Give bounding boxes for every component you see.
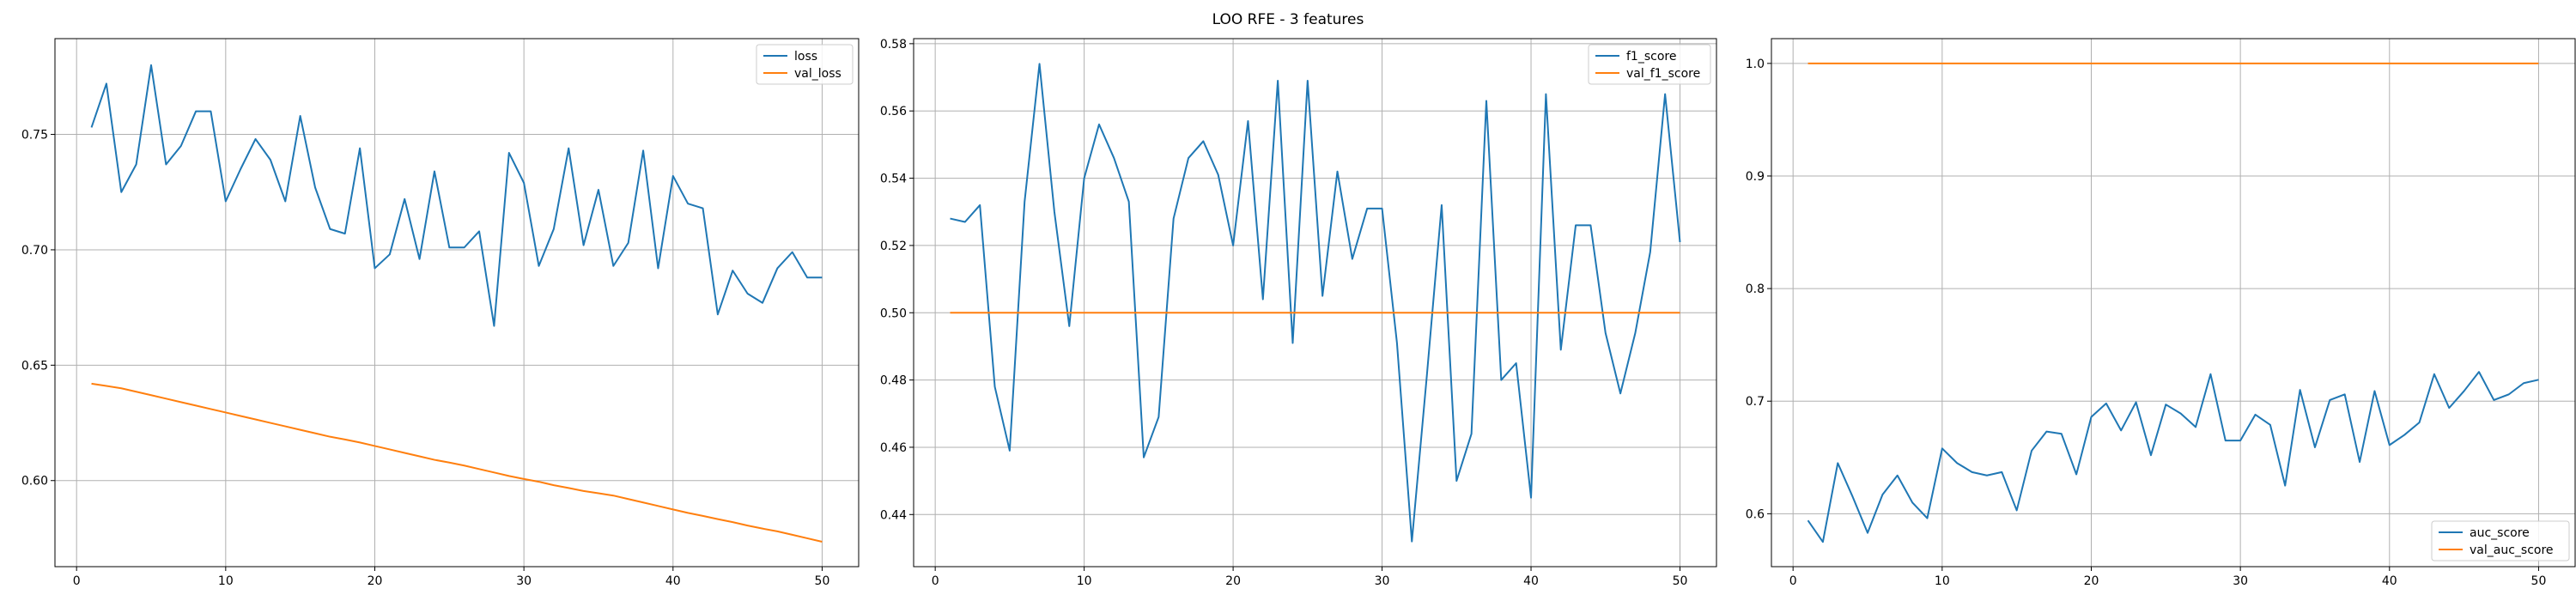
axes-frame	[1771, 38, 2576, 568]
legend: loss val_loss	[756, 44, 854, 85]
y-tick-label: 1.0	[1746, 58, 1765, 71]
x-tick-label: 0	[1789, 574, 1797, 588]
x-tick-label: 0	[73, 574, 81, 588]
series-line-auc-score	[1807, 371, 2539, 543]
subplot-3: 0 10 20 30 40 50 0.6 0.7 0.8 0.9 1.0 auc_score val_a…	[1746, 38, 2576, 588]
y-tick-label: 0.65	[21, 359, 48, 373]
subplot-1: 0 10 20 30 40 50 0.60 0.65 0.70 0.75 loss val_loss	[21, 38, 860, 588]
series-line-loss	[90, 64, 823, 327]
x-tick-label: 30	[516, 574, 532, 588]
legend-label: auc_score	[2470, 526, 2530, 540]
y-tick-label: 0.70	[21, 244, 48, 258]
axes-frame	[54, 38, 860, 568]
legend-box	[2431, 520, 2570, 562]
legend-label: val_f1_score	[1626, 67, 1700, 81]
legend-label: val_auc_score	[2470, 543, 2554, 557]
y-tick-label: 0.58	[880, 38, 907, 52]
subplot-2: 0 10 20 30 40 50 0.44 0.46 0.48 0.50 0.52 0.54 0.56 0…	[880, 38, 1717, 588]
legend: f1_score val_f1_score	[1588, 44, 1711, 85]
x-tick-label: 10	[218, 574, 234, 588]
x-tick-label: 40	[1523, 574, 1539, 588]
y-tick-label: 0.7	[1746, 395, 1765, 409]
x-tick-label: 30	[2233, 574, 2248, 588]
x-tick-label: 20	[1225, 574, 1241, 588]
y-tick-label: 0.48	[880, 374, 907, 388]
y-tick-label: 0.52	[880, 240, 907, 253]
y-tick-label: 0.9	[1746, 170, 1765, 184]
y-tick-label: 0.44	[880, 508, 907, 522]
x-tick-label: 50	[815, 574, 830, 588]
legend-box	[756, 44, 854, 85]
x-tick-label: 20	[368, 574, 383, 588]
x-tick-label: 20	[2084, 574, 2099, 588]
axes-frame	[913, 38, 1717, 568]
subplots: 0 10 20 30 40 500.600.650.700.75lossval_loss0…	[21, 38, 2576, 588]
x-tick-label: 50	[1673, 574, 1688, 588]
legend: auc_score val_auc_score	[2431, 520, 2570, 562]
x-tick-label: 0	[932, 574, 939, 588]
y-tick-label: 0.8	[1746, 282, 1765, 296]
x-tick-label: 40	[665, 574, 681, 588]
x-tick-label: 30	[1375, 574, 1390, 588]
y-tick-label: 0.56	[880, 105, 907, 118]
figure-title: LOO RFE - 3 features	[1212, 11, 1364, 28]
y-tick-label: 0.50	[880, 307, 907, 320]
x-tick-label: 10	[1077, 574, 1092, 588]
y-tick-label: 0.46	[880, 441, 907, 455]
legend-box	[1588, 44, 1711, 85]
y-tick-label: 0.6	[1746, 507, 1765, 521]
y-tick-label: 0.75	[21, 129, 48, 143]
legend-label: loss	[794, 50, 817, 64]
series-line-f1-score	[950, 63, 1681, 543]
x-tick-label: 50	[2531, 574, 2547, 588]
legend-label: val_loss	[794, 67, 841, 81]
x-tick-label: 10	[1935, 574, 1950, 588]
y-tick-label: 0.54	[880, 173, 907, 186]
legend-label: f1_score	[1626, 50, 1676, 64]
series-line-val-loss	[91, 382, 823, 543]
x-tick-label: 40	[2382, 574, 2397, 588]
y-tick-label: 0.60	[21, 475, 48, 489]
